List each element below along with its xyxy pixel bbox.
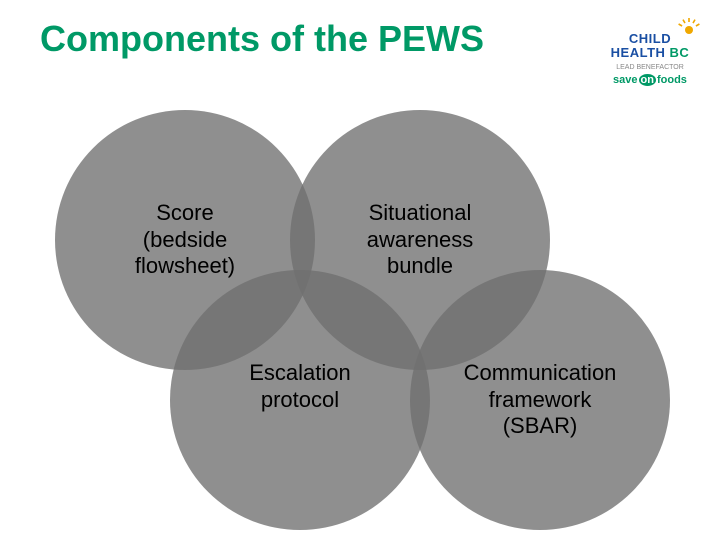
logo-subline: LEAD BENEFACTOR	[600, 64, 700, 72]
logo-line-1: CHILD HEALTH BC	[600, 32, 700, 61]
venn-label-situational: Situational awareness bundle	[320, 200, 520, 279]
slide-title: Components of the PEWS	[40, 18, 484, 60]
slide: Components of the PEWS Score (bedside fl…	[0, 0, 720, 540]
venn-label-communication: Communication framework (SBAR)	[440, 360, 640, 439]
logo-block: CHILD HEALTH BC LEAD BENEFACTOR saveonfo…	[600, 18, 700, 86]
logo-line-2: saveonfoods	[600, 74, 700, 86]
venn-label-escalation: Escalation protocol	[200, 360, 400, 413]
venn-label-score: Score (bedside flowsheet)	[85, 200, 285, 279]
